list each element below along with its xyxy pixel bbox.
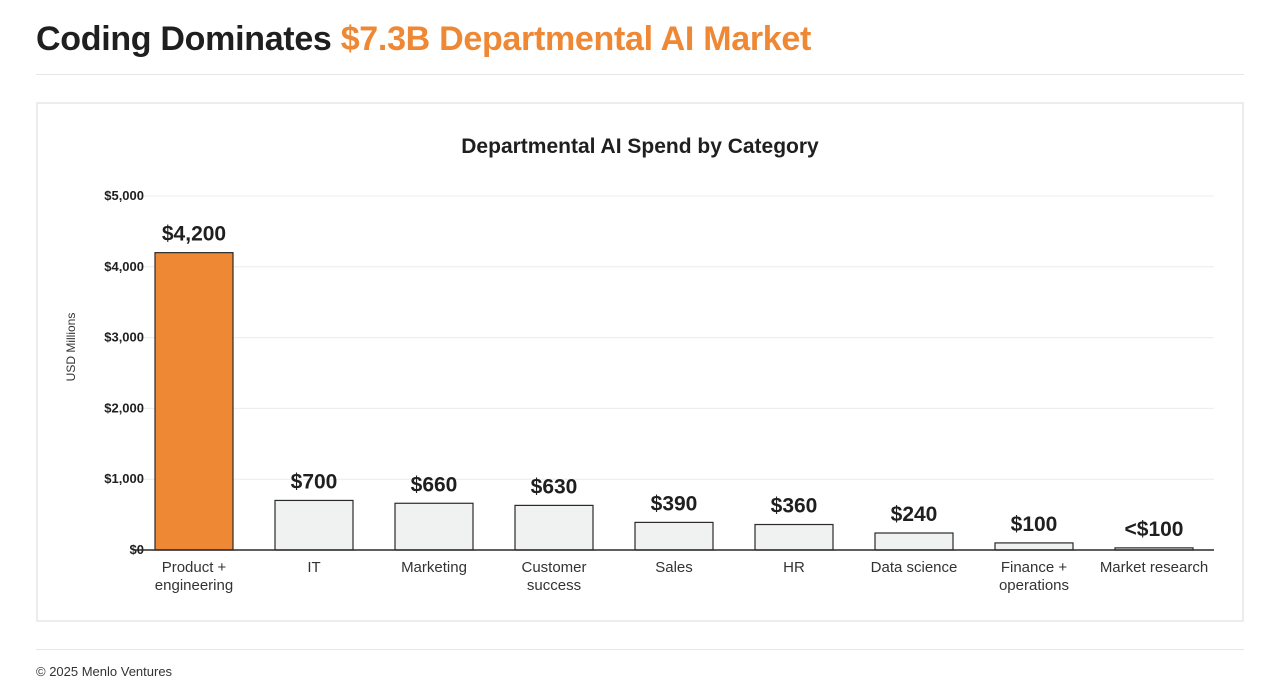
data-label: $240 [891, 503, 938, 526]
bar-chart: Departmental AI Spend by Category USD Mi… [64, 135, 1214, 594]
x-tick-label-line: Sales [655, 559, 693, 576]
gridlines [134, 195, 1214, 480]
data-label: $390 [651, 492, 698, 515]
header-divider [36, 74, 1244, 75]
footer-divider [36, 649, 1244, 650]
bars [154, 252, 1194, 551]
x-tick-label-line: success [527, 577, 581, 594]
bar [754, 523, 834, 551]
x-tick-label: Market research [1100, 559, 1208, 576]
bar [634, 521, 714, 551]
bar [514, 504, 594, 551]
x-tick-label-line: Market research [1100, 559, 1208, 576]
y-tick-label: $2,000 [104, 400, 144, 415]
x-tick-label: HR [783, 559, 805, 576]
x-tick-label-line: Finance + [1001, 559, 1068, 576]
data-label: $360 [771, 495, 818, 518]
chart-card: Departmental AI Spend by Category USD Mi… [36, 102, 1244, 622]
y-axis-label: USD Millions [64, 313, 78, 382]
x-axis-ticks: Product + engineering IT Marketing Customer s… [155, 559, 1208, 594]
y-tick-label: $3,000 [104, 330, 144, 345]
x-tick-label-line: HR [783, 559, 805, 576]
data-label: $700 [291, 470, 338, 493]
x-tick-label-line: Data science [871, 559, 958, 576]
x-tick-label-line: Customer [521, 559, 586, 576]
bar [994, 542, 1074, 551]
bar [274, 499, 354, 551]
x-tick-label: Marketing [401, 559, 467, 576]
x-tick-label-line: operations [999, 577, 1069, 594]
x-tick-label: Data science [871, 559, 958, 576]
y-tick-label: $5,000 [104, 188, 144, 203]
data-labels: $4,200 $700 $660 $630 $390 $360 $240 $100 <$100 [162, 223, 1184, 541]
x-tick-label: IT [307, 559, 320, 576]
title-accent: $7.3B Departmental AI Market [340, 20, 812, 58]
x-tick-label-line: engineering [155, 577, 233, 594]
x-tick-label: Customer success [521, 559, 586, 594]
x-tick-label: Finance + operations [999, 559, 1069, 594]
data-label: $660 [411, 473, 458, 496]
title-prefix: Coding Dominates [36, 20, 332, 58]
bar [154, 252, 234, 551]
copyright-text: © 2025 Menlo Ventures [36, 664, 173, 679]
x-tick-label: Sales [655, 559, 693, 576]
x-tick-label-line: Marketing [401, 559, 467, 576]
y-tick-label: $4,000 [104, 259, 144, 274]
bar [394, 502, 474, 551]
chart-title: Departmental AI Spend by Category [461, 135, 819, 158]
data-label: $4,200 [162, 223, 226, 246]
page-title: Coding Dominates $7.3B Departmental AI M… [36, 20, 811, 59]
data-label: $100 [1011, 513, 1058, 536]
bar [874, 532, 954, 551]
y-axis-ticks: $0$1,000$2,000$3,000$4,000$5,000 [104, 188, 144, 557]
x-tick-label: Product + engineering [155, 559, 233, 594]
y-tick-label: $1,000 [104, 471, 144, 486]
x-tick-label-line: IT [307, 559, 320, 576]
data-label: <$100 [1125, 518, 1184, 541]
x-tick-label-line: Product + [162, 559, 227, 576]
data-label: $630 [531, 475, 578, 498]
